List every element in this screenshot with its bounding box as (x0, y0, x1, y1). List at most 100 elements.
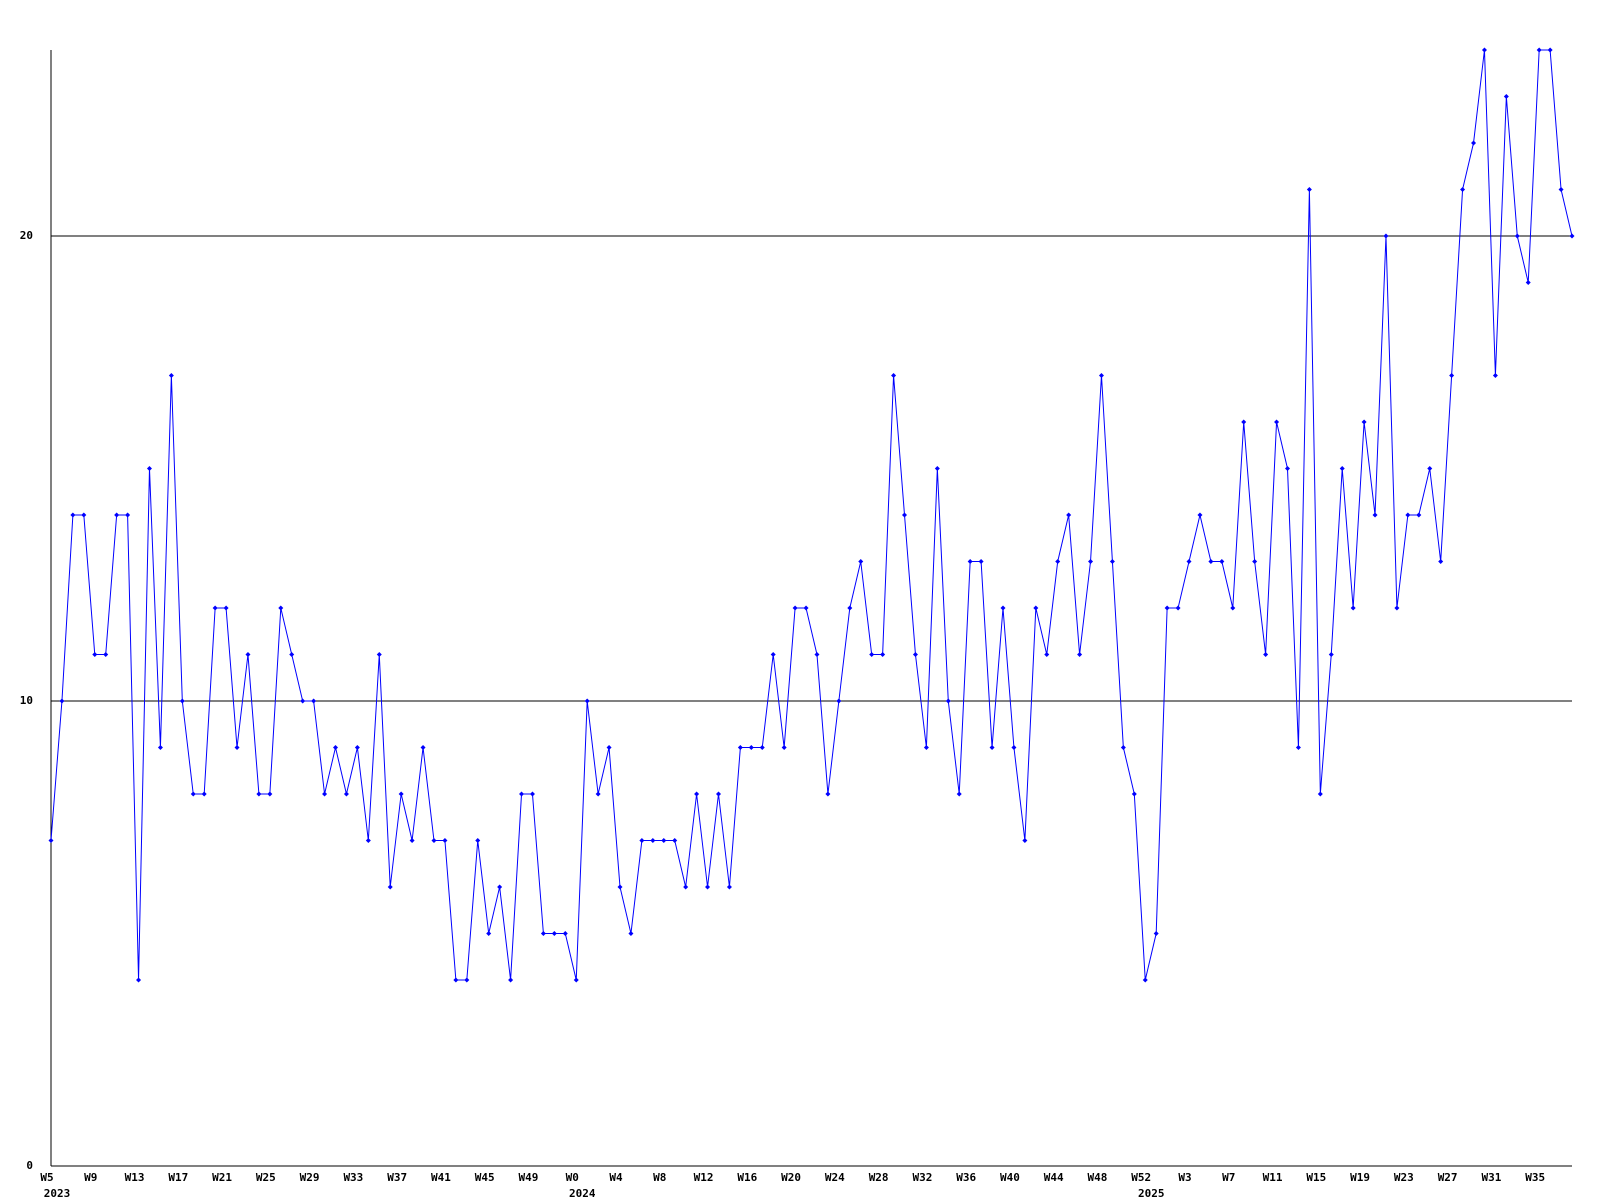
x-tick-label: W0 (566, 1171, 579, 1184)
data-point (595, 791, 601, 797)
data-point (781, 745, 787, 750)
data-point (1241, 419, 1247, 425)
x-tick-label: W15 (1306, 1171, 1326, 1184)
y-tick-label: 20 (20, 229, 33, 242)
data-point (1186, 559, 1192, 564)
x-tick-label: W35 (1525, 1171, 1545, 1184)
data-point (223, 605, 229, 611)
data-point (858, 559, 864, 564)
x-tick-label: W5 (40, 1171, 53, 1184)
data-point (989, 745, 995, 750)
data-point (978, 559, 984, 564)
data-point (661, 838, 667, 843)
data-point (1295, 745, 1301, 750)
data-point (1044, 652, 1050, 657)
data-point (814, 652, 820, 657)
data-point (683, 884, 689, 890)
data-point (1514, 233, 1520, 239)
data-point (617, 884, 623, 890)
x-tick-label: W23 (1394, 1171, 1414, 1184)
data-point (267, 791, 273, 797)
x-tick-label: W32 (912, 1171, 932, 1184)
data-point (1427, 466, 1433, 471)
data-point (967, 559, 973, 564)
x-tick-label: W16 (737, 1171, 757, 1184)
data-point (1416, 512, 1422, 518)
data-point (1263, 652, 1269, 657)
data-point (1000, 605, 1006, 611)
data-point (1481, 47, 1487, 53)
data-point (1306, 187, 1312, 192)
data-point (1077, 652, 1083, 657)
data-point (475, 838, 481, 843)
data-point (81, 512, 87, 518)
data-point (179, 698, 185, 704)
x-tick-label: W9 (84, 1171, 97, 1184)
data-line (50, 49, 1573, 981)
x-tick-label: W3 (1178, 1171, 1191, 1184)
data-point (1438, 559, 1444, 564)
data-point (1274, 419, 1280, 425)
y-tick-label: 0 (26, 1159, 33, 1172)
data-point (529, 791, 535, 797)
data-point (453, 977, 459, 983)
data-point (825, 791, 831, 797)
data-point (1098, 373, 1104, 378)
data-point (278, 605, 284, 611)
data-point (157, 745, 163, 750)
data-point (1503, 94, 1509, 99)
data-point (1339, 466, 1345, 471)
data-point (1460, 187, 1466, 192)
data-point (48, 838, 54, 843)
data-point (409, 838, 415, 843)
data-point (125, 512, 131, 518)
x-year-label: 2025 (1138, 1187, 1165, 1200)
data-point (891, 373, 897, 378)
x-tick-label: W48 (1088, 1171, 1108, 1184)
data-point (398, 791, 404, 797)
data-point (1197, 512, 1203, 518)
data-point (387, 884, 393, 890)
x-tick-label: W37 (387, 1171, 407, 1184)
data-point (1022, 838, 1028, 843)
data-point (1252, 559, 1258, 564)
data-point (934, 466, 940, 471)
data-point (1547, 47, 1553, 53)
data-point (486, 931, 492, 936)
x-tick-label: W11 (1263, 1171, 1283, 1184)
data-point (748, 745, 754, 750)
data-point (442, 838, 448, 843)
data-point (376, 652, 382, 657)
data-point (726, 884, 732, 890)
data-point (497, 884, 503, 890)
x-tick-label: W36 (956, 1171, 976, 1184)
data-point (234, 745, 240, 750)
data-point (1011, 745, 1017, 750)
data-point (1088, 559, 1094, 564)
data-point (1208, 559, 1214, 564)
data-point (650, 838, 656, 843)
data-point (59, 698, 65, 704)
data-point (1033, 605, 1039, 611)
data-point (1164, 605, 1170, 611)
data-point (1317, 791, 1323, 797)
data-point (562, 931, 568, 936)
x-tick-label: W33 (343, 1171, 363, 1184)
data-point (902, 512, 908, 518)
data-point (333, 745, 339, 750)
data-point (1536, 47, 1542, 53)
data-point (1449, 373, 1455, 378)
x-year-label: 2024 (569, 1187, 596, 1200)
data-point (289, 652, 295, 657)
x-tick-label: W13 (125, 1171, 145, 1184)
data-point (737, 745, 743, 750)
data-point (201, 791, 207, 797)
data-point (343, 791, 349, 797)
x-tick-label: W20 (781, 1171, 801, 1184)
data-point (1284, 466, 1290, 471)
data-point (792, 605, 798, 611)
data-point (1394, 605, 1400, 611)
x-tick-label: W24 (825, 1171, 845, 1184)
